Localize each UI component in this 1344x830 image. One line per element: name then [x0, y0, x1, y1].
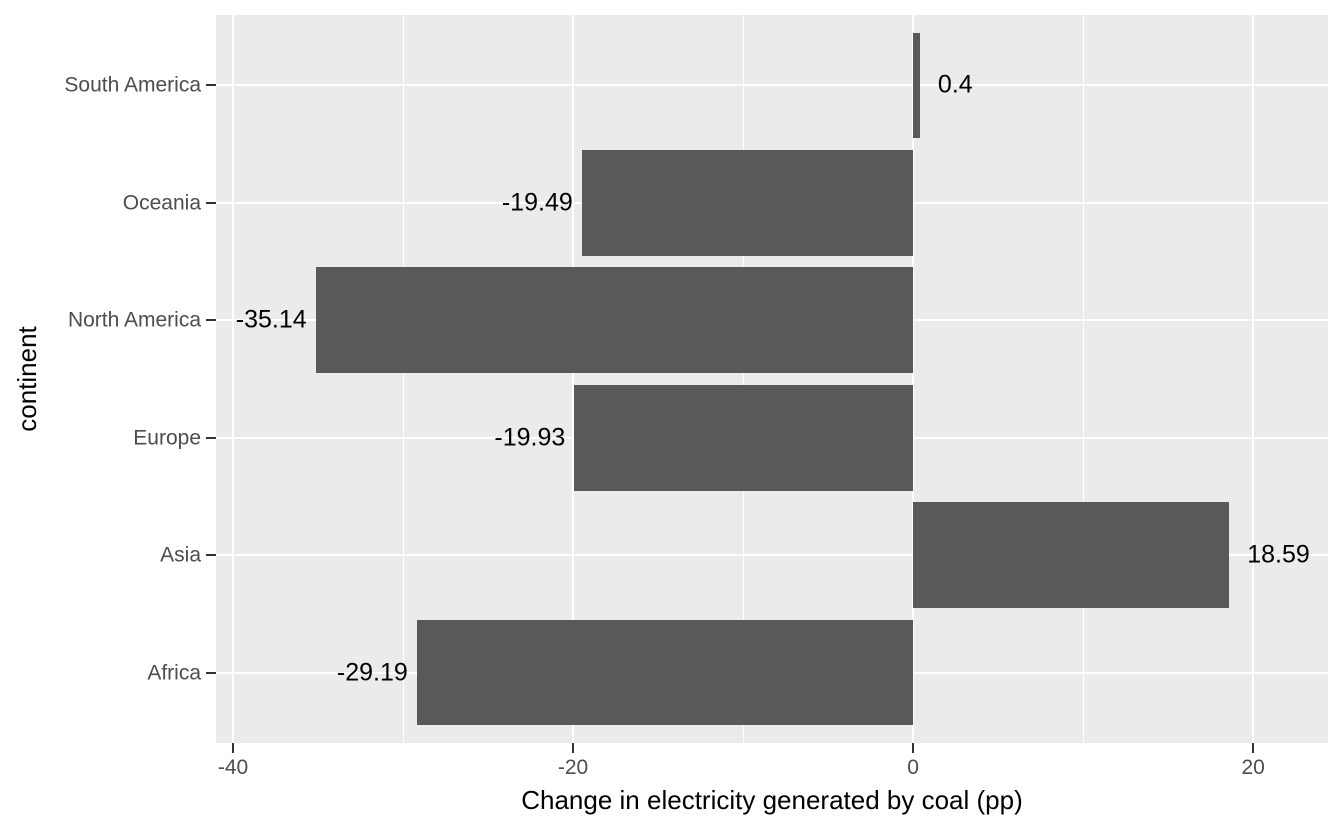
bar-value-label: -29.19	[336, 658, 408, 687]
bar-value-label: -19.93	[494, 423, 566, 452]
bar-asia	[913, 502, 1230, 608]
y-tick-mark	[206, 319, 216, 322]
y-tick-label-europe: Europe	[133, 426, 201, 450]
y-tick-mark	[206, 201, 216, 204]
x-tick-mark	[232, 743, 234, 753]
x-tick-mark	[1252, 743, 1255, 753]
gridline-major-y	[216, 554, 1328, 557]
y-tick-label-north-america: North America	[67, 308, 201, 332]
x-tick-label: 0	[907, 756, 919, 779]
gridline-major-x	[572, 15, 575, 743]
gridline-major-x	[1252, 15, 1255, 743]
gridline-major-x	[912, 15, 915, 743]
x-tick-mark	[912, 743, 915, 753]
gridline-major-x	[232, 15, 234, 743]
bar-europe	[574, 384, 914, 491]
x-tick-label: 20	[1241, 756, 1265, 779]
bar-north-america	[315, 267, 914, 374]
x-tick-mark	[572, 743, 575, 753]
bar-value-label: 18.59	[1247, 540, 1310, 569]
y-tick-label-oceania: Oceania	[122, 191, 201, 215]
y-tick-mark	[206, 554, 216, 557]
y-tick-label-south-america: South America	[64, 73, 201, 97]
bar-south-america	[913, 32, 920, 139]
y-tick-mark	[206, 84, 216, 87]
chart-panel: 0.4 -19.49 -35.14 -19.93 18.59 -29.19	[216, 15, 1328, 743]
x-axis-title: Change in electricity generated by coal …	[521, 785, 1023, 815]
gridline-minor-x	[1082, 15, 1084, 743]
bar-value-label: 0.4	[937, 70, 973, 99]
gridline-minor-x	[742, 15, 744, 743]
bar-africa	[416, 619, 914, 726]
gridline-minor-x	[402, 15, 404, 743]
y-tick-mark	[206, 436, 216, 439]
y-tick-mark	[206, 671, 216, 674]
y-axis-title: continent	[12, 326, 42, 432]
bar-value-label: -19.49	[501, 188, 573, 217]
y-tick-label-asia: Asia	[160, 543, 201, 567]
y-tick-label-africa: Africa	[147, 661, 201, 685]
bar-value-label: -35.14	[235, 305, 307, 334]
x-tick-label: -20	[557, 756, 589, 779]
gridline-major-y	[216, 84, 1328, 87]
bar-oceania	[581, 150, 914, 256]
x-tick-label: -40	[217, 756, 249, 779]
